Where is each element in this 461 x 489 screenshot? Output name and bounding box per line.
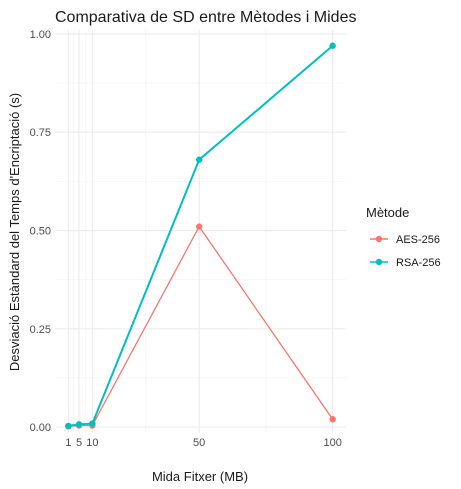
data-point-aes-256: [195, 223, 203, 230]
x-axis-title: Mida Fitxer (MB): [152, 469, 248, 484]
x-tick-label: 100: [323, 437, 341, 449]
chart-title: Comparativa de SD entre Mètodes i Mides: [55, 9, 356, 26]
x-tick-label: 5: [76, 437, 82, 449]
data-point-aes-256: [329, 416, 336, 423]
legend-label: AES-256: [396, 234, 440, 246]
y-tick-label: 1.00: [30, 29, 51, 41]
y-tick-labels: 0.00 0.25 0.50 0.75 1.00: [30, 29, 51, 434]
y-tick-label: 0.25: [30, 324, 51, 336]
legend-items: AES-256 RSA-256: [370, 234, 441, 269]
series-line-rsa-256: [68, 44, 334, 427]
legend-title: Mètode: [366, 205, 409, 220]
x-tick-label: 1: [65, 437, 71, 449]
y-axis-title: Desviació Estàndard del Temps d'Encripta…: [7, 93, 22, 371]
x-tick-label: 10: [86, 437, 98, 449]
legend-label: RSA-256: [396, 257, 441, 269]
grid-minor: [55, 30, 346, 433]
legend: Mètode AES-256 RSA-256: [366, 205, 441, 269]
y-tick-label: 0.75: [30, 127, 51, 139]
data-point-rsa-256: [65, 422, 72, 430]
series-layer: [65, 42, 336, 430]
data-point-rsa-256: [89, 420, 96, 427]
legend-key-point: [375, 235, 383, 243]
x-tick-labels: 1 5 10 50 100: [65, 437, 342, 449]
y-tick-label: 0.00: [30, 422, 51, 434]
grid-major: [55, 30, 346, 433]
legend-key-point: [375, 258, 383, 266]
data-point-rsa-256: [75, 421, 83, 428]
x-tick-label: 50: [193, 437, 205, 449]
data-point-rsa-256: [329, 42, 336, 49]
series-line-aes-256: [68, 225, 334, 427]
data-point-rsa-256: [195, 156, 203, 163]
y-tick-label: 0.50: [30, 226, 51, 238]
